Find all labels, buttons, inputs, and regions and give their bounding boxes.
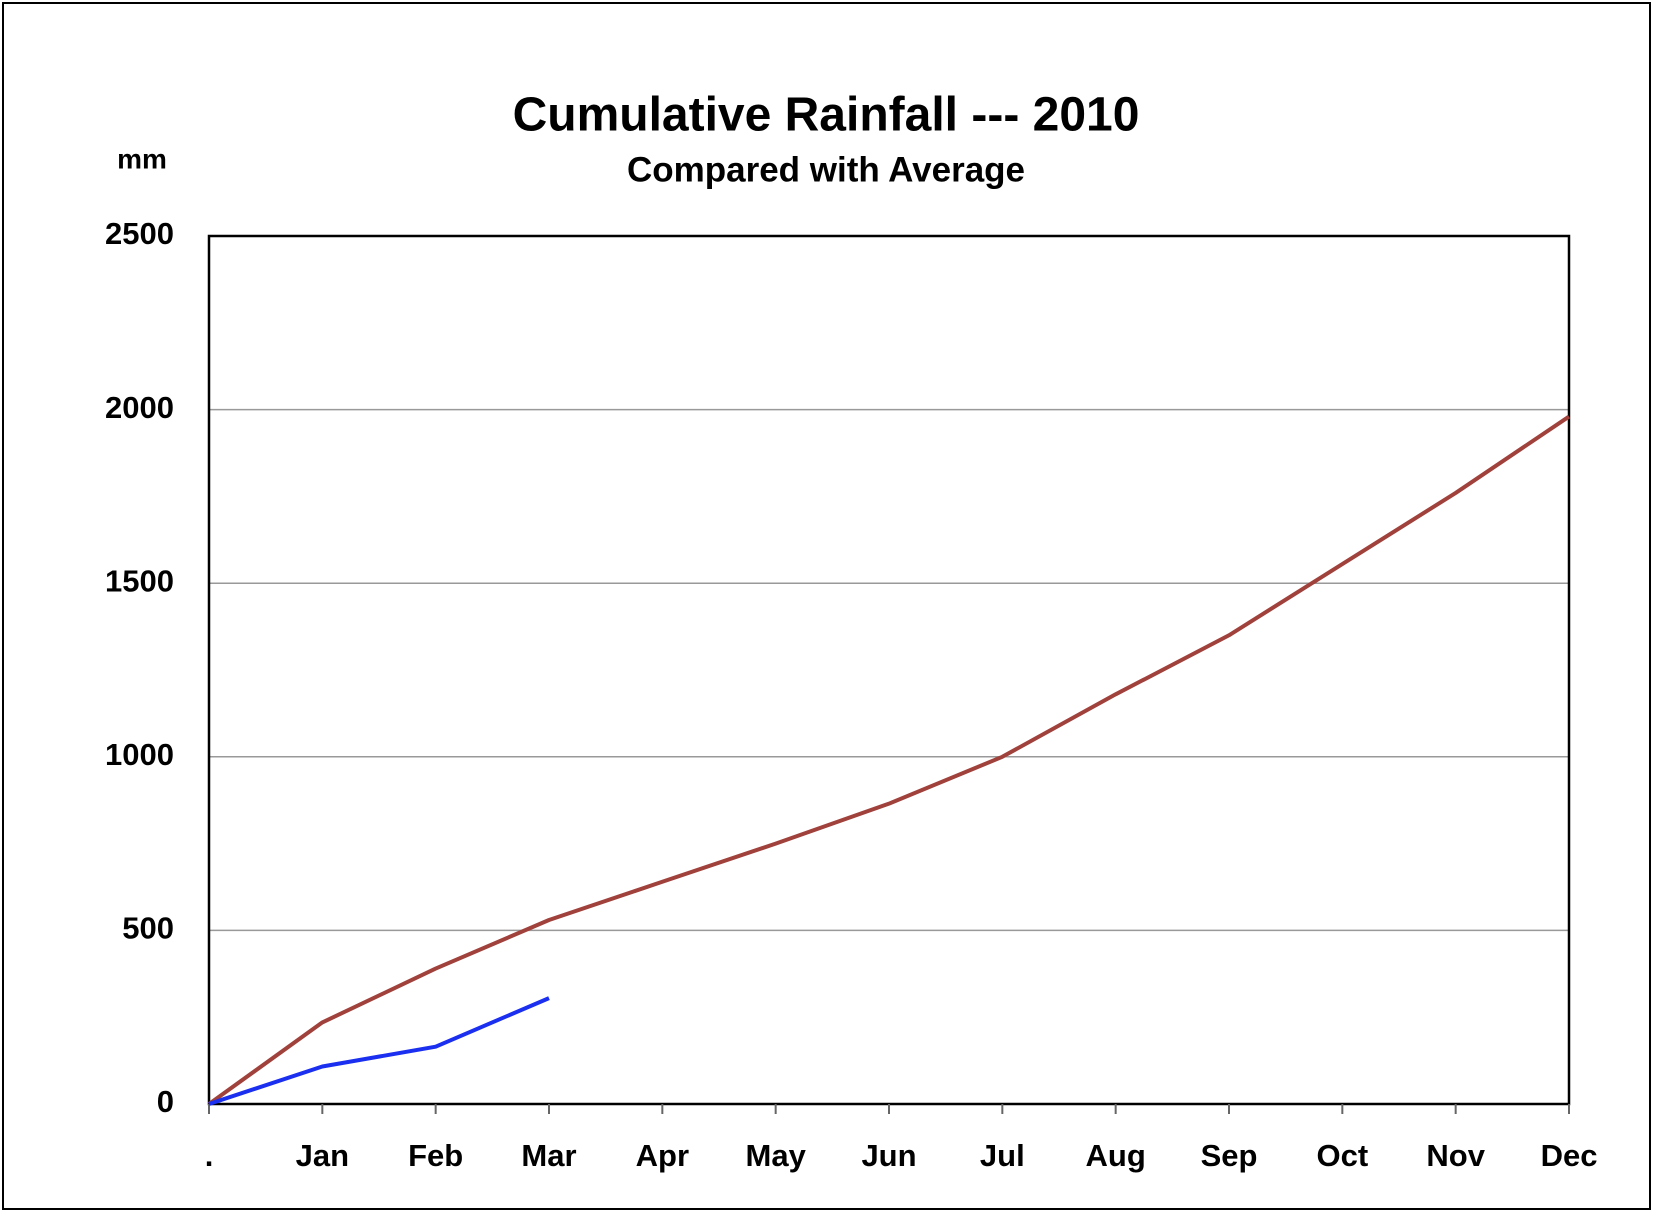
- y-tick-label: 500: [122, 911, 174, 946]
- y-tick-label: 1000: [105, 737, 174, 772]
- x-tick-label: Nov: [1426, 1138, 1485, 1173]
- y-tick-label: 0: [157, 1084, 174, 1119]
- x-tick-label: May: [746, 1138, 807, 1173]
- x-tick-label: Aug: [1086, 1138, 1146, 1173]
- x-tick-label: Apr: [636, 1138, 689, 1173]
- x-tick-label: Feb: [408, 1138, 463, 1173]
- data-line: [207, 414, 1571, 1106]
- y-axis-label: mm: [117, 143, 167, 174]
- x-tick-label: Jun: [861, 1138, 916, 1173]
- y-tick-label: 2000: [105, 390, 174, 425]
- chart-subtitle: Compared with Average: [627, 150, 1025, 189]
- x-tick-label: Oct: [1316, 1138, 1368, 1173]
- x-tick-label: Mar: [521, 1138, 576, 1173]
- y-tick-label: 2500: [105, 216, 174, 251]
- y-tick-label: 1500: [105, 563, 174, 598]
- x-tick-label: Sep: [1201, 1138, 1258, 1173]
- x-tick-label: .: [205, 1138, 214, 1173]
- data-line: [208, 996, 550, 1106]
- x-tick-label: Jul: [980, 1138, 1025, 1173]
- x-tick-label: Dec: [1541, 1138, 1598, 1173]
- chart-title: Cumulative Rainfall --- 2010: [513, 89, 1140, 142]
- x-tick-label: Jan: [296, 1138, 349, 1173]
